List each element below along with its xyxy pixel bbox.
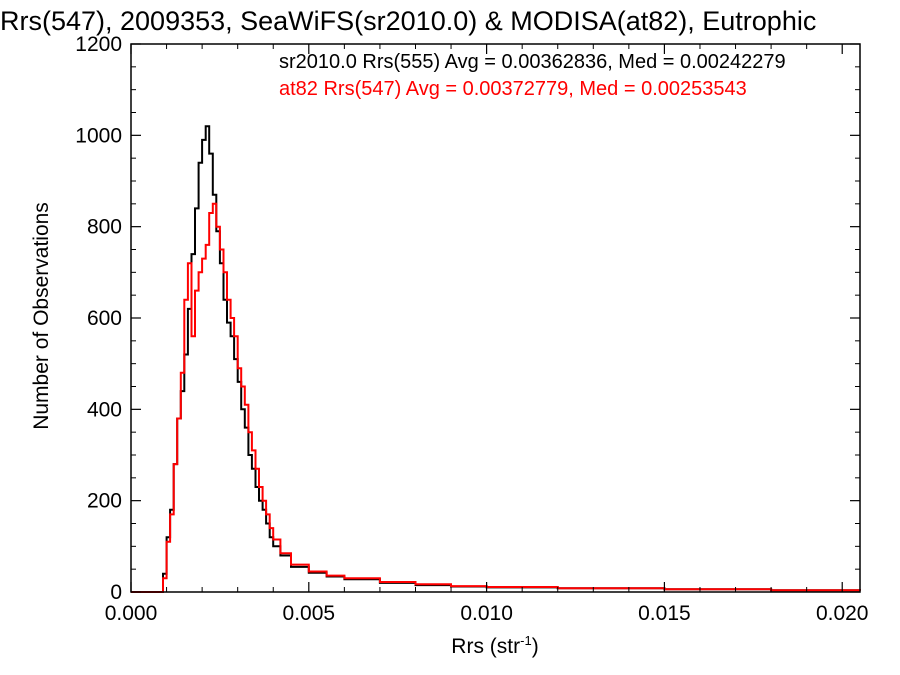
legend-entry-sr2010: sr2010.0 Rrs(555) Avg = 0.00362836, Med … bbox=[279, 51, 786, 73]
chart-title: Rrs(547), 2009353, SeaWiFS(sr2010.0) & M… bbox=[0, 6, 816, 36]
y-axis-label: Number of Observations bbox=[30, 202, 53, 430]
series-group bbox=[131, 125, 861, 593]
y-tick-label: 800 bbox=[87, 216, 122, 239]
y-tick-label: 1200 bbox=[75, 33, 122, 56]
y-tick-label: 600 bbox=[87, 307, 122, 330]
y-tick-label: 1000 bbox=[75, 124, 122, 147]
x-tick-label: 0.000 bbox=[105, 602, 158, 625]
x-tick-label: 0.015 bbox=[638, 602, 691, 625]
x-axis-label-superscript: -1 bbox=[520, 633, 532, 648]
x-axis-label-main: Rrs (str bbox=[451, 635, 520, 658]
x-tick-label: 0.005 bbox=[283, 602, 336, 625]
y-tick-label: 400 bbox=[87, 398, 122, 421]
series-line-1 bbox=[131, 202, 861, 593]
y-axis-ticks: 0 200 400 600 800 1000 1200 bbox=[75, 33, 860, 604]
x-axis-label-end: ) bbox=[532, 635, 539, 658]
x-tick-label: 0.020 bbox=[816, 602, 869, 625]
y-tick-label: 0 bbox=[110, 581, 122, 604]
legend-entry-at82: at82 Rrs(547) Avg = 0.00372779, Med = 0.… bbox=[279, 78, 747, 100]
x-tick-label: 0.010 bbox=[460, 602, 513, 625]
x-axis-label: Rrs (str-1) bbox=[451, 633, 538, 658]
y-tick-label: 200 bbox=[87, 490, 122, 513]
x-axis-ticks: 0.000 0.005 0.010 0.015 0.020 bbox=[105, 44, 869, 625]
